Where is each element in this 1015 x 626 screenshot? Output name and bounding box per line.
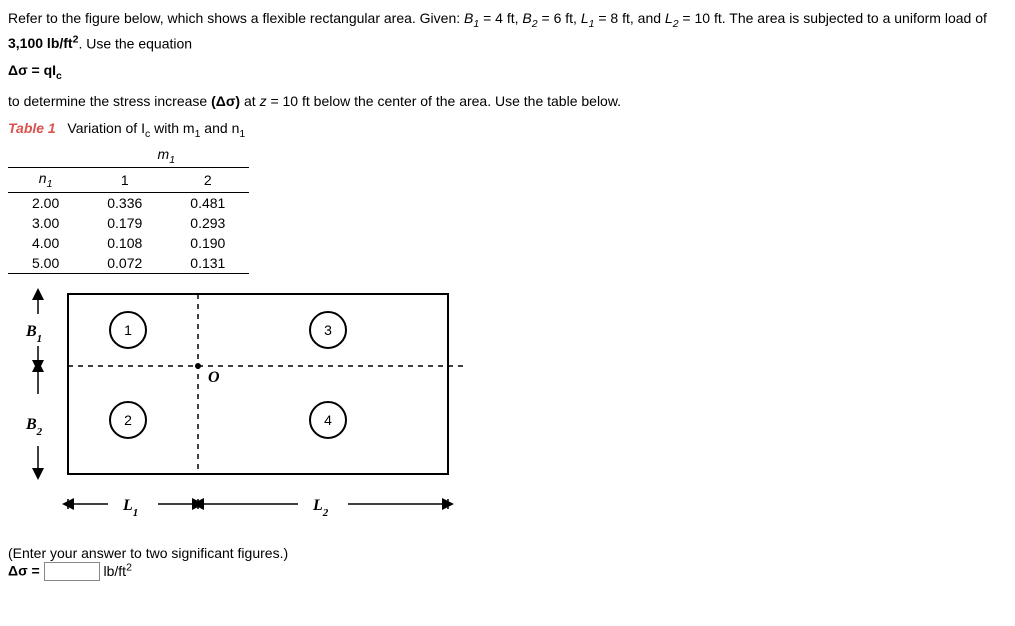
svg-text:3: 3 — [324, 322, 332, 338]
problem-statement: Refer to the figure below, which shows a… — [8, 8, 1007, 54]
table-caption: Table 1 Variation of Ic with m1 and n1 — [8, 120, 1007, 140]
svg-text:B1: B1 — [25, 323, 42, 345]
svg-text:B2: B2 — [25, 416, 43, 438]
answer-input[interactable] — [44, 562, 100, 581]
ic-table: m1 n1 1 2 2.00 0.336 0.481 3.00 0.179 0.… — [8, 144, 249, 275]
answer-line: Δσ = lb/ft2 — [8, 561, 1007, 581]
svg-text:L1: L1 — [122, 497, 138, 519]
svg-text:2: 2 — [124, 412, 132, 428]
svg-text:L2: L2 — [312, 497, 329, 519]
col-n1: n1 — [8, 168, 83, 193]
svg-text:1: 1 — [124, 322, 132, 338]
answer-unit: lb/ft2 — [104, 563, 132, 579]
table-row: 3.00 0.179 0.293 — [8, 213, 249, 233]
answer-lhs: Δσ = — [8, 563, 44, 579]
answer-prompt: (Enter your answer to two significant fi… — [8, 545, 1007, 561]
load-value: 3,100 lb/ft2 — [8, 35, 78, 51]
col-m1: m1 — [83, 144, 249, 168]
col-blank — [8, 144, 83, 168]
var-B2: B2 — [522, 10, 537, 26]
table-label: Table 1 — [8, 120, 56, 136]
svg-text:4: 4 — [324, 412, 332, 428]
equation: Δσ = qIc — [8, 60, 1007, 85]
col-1: 1 — [83, 168, 166, 193]
var-L1: L1 — [581, 10, 595, 26]
problem-statement-2: to determine the stress increase (Δσ) at… — [8, 91, 1007, 112]
text: Refer to the figure below, which shows a… — [8, 10, 464, 26]
table-row: 2.00 0.336 0.481 — [8, 193, 249, 214]
table-row: 5.00 0.072 0.131 — [8, 253, 249, 274]
label-O: O — [208, 369, 220, 386]
figure-diagram: O 1 3 2 4 B1 B2 L1 L2 — [8, 284, 1007, 537]
table-row: 4.00 0.108 0.190 — [8, 233, 249, 253]
var-B1: B1 — [464, 10, 479, 26]
var-L2: L2 — [665, 10, 679, 26]
col-2: 2 — [166, 168, 249, 193]
